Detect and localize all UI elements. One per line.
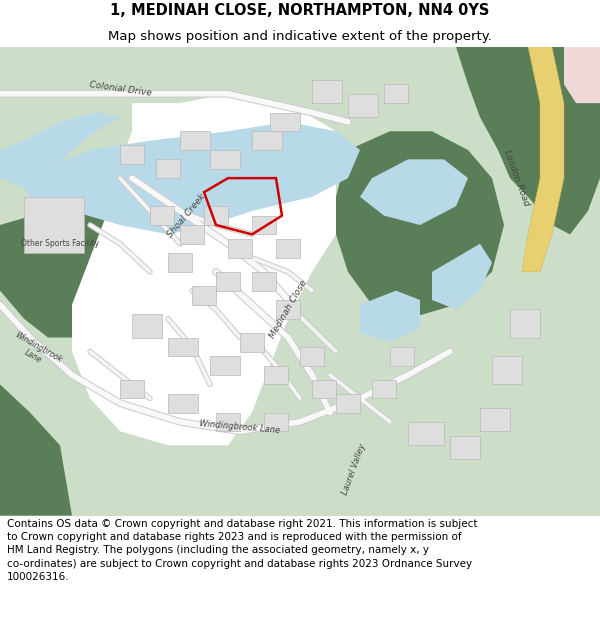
Polygon shape	[372, 379, 396, 399]
Polygon shape	[168, 394, 198, 412]
Polygon shape	[432, 244, 492, 309]
Polygon shape	[276, 300, 300, 319]
Polygon shape	[204, 206, 228, 225]
Polygon shape	[312, 379, 336, 399]
Polygon shape	[132, 225, 210, 291]
Polygon shape	[348, 94, 378, 118]
Text: London Road: London Road	[502, 149, 530, 208]
Polygon shape	[180, 225, 204, 244]
Polygon shape	[252, 272, 276, 291]
Polygon shape	[210, 150, 240, 169]
Text: Windingbrook Lane: Windingbrook Lane	[199, 419, 281, 434]
Polygon shape	[216, 412, 240, 431]
Polygon shape	[360, 159, 468, 225]
Text: Medinah Close: Medinah Close	[268, 279, 308, 340]
Polygon shape	[168, 253, 192, 272]
Text: Shoal Creek: Shoal Creek	[165, 192, 207, 239]
Polygon shape	[450, 47, 600, 234]
Polygon shape	[264, 412, 288, 431]
Polygon shape	[0, 384, 72, 516]
Polygon shape	[192, 286, 216, 304]
Polygon shape	[264, 366, 288, 384]
Polygon shape	[480, 408, 510, 431]
Polygon shape	[210, 356, 240, 375]
Polygon shape	[156, 159, 180, 178]
Polygon shape	[120, 145, 144, 164]
Polygon shape	[216, 272, 240, 291]
Polygon shape	[450, 436, 480, 459]
Polygon shape	[228, 239, 252, 258]
Polygon shape	[24, 197, 84, 253]
Polygon shape	[0, 178, 168, 338]
Polygon shape	[0, 47, 600, 516]
Polygon shape	[120, 379, 144, 399]
Polygon shape	[252, 131, 282, 150]
Polygon shape	[564, 47, 600, 103]
Text: Windingbrook
Lane: Windingbrook Lane	[8, 330, 64, 373]
Polygon shape	[360, 291, 420, 342]
Polygon shape	[276, 239, 300, 258]
Text: Laurel Valley: Laurel Valley	[341, 442, 367, 496]
Polygon shape	[180, 131, 210, 150]
Polygon shape	[0, 112, 120, 188]
Polygon shape	[300, 347, 324, 366]
Polygon shape	[24, 122, 360, 234]
Polygon shape	[132, 314, 162, 338]
Polygon shape	[336, 394, 360, 412]
Polygon shape	[510, 309, 540, 338]
Polygon shape	[270, 112, 300, 131]
Polygon shape	[336, 131, 504, 319]
Polygon shape	[168, 338, 198, 356]
Polygon shape	[252, 216, 276, 234]
Text: Contains OS data © Crown copyright and database right 2021. This information is : Contains OS data © Crown copyright and d…	[7, 519, 478, 582]
Text: Colonial Drive: Colonial Drive	[88, 80, 152, 98]
Polygon shape	[390, 347, 414, 366]
Polygon shape	[72, 94, 336, 445]
Polygon shape	[150, 206, 174, 225]
Polygon shape	[240, 332, 264, 351]
Polygon shape	[408, 422, 444, 445]
Polygon shape	[492, 356, 522, 384]
Polygon shape	[312, 79, 342, 103]
Polygon shape	[522, 47, 564, 272]
Text: Map shows position and indicative extent of the property.: Map shows position and indicative extent…	[108, 30, 492, 43]
Text: Other Sports Facility: Other Sports Facility	[21, 239, 99, 248]
Polygon shape	[384, 84, 408, 103]
Text: 1, MEDINAH CLOSE, NORTHAMPTON, NN4 0YS: 1, MEDINAH CLOSE, NORTHAMPTON, NN4 0YS	[110, 2, 490, 18]
